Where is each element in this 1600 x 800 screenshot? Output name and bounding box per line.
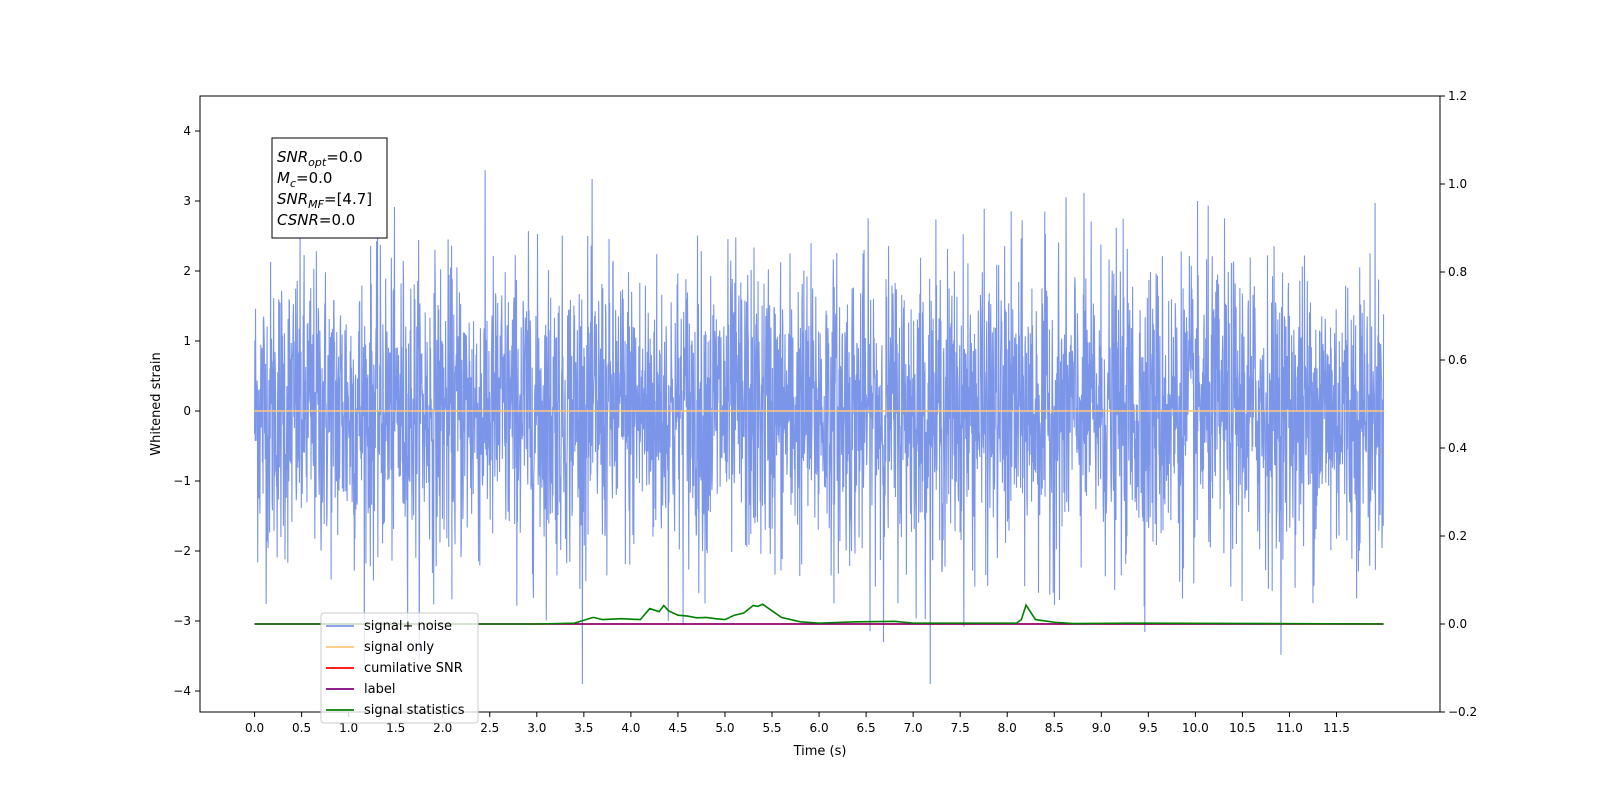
x-tick-label: 11.5 (1323, 721, 1350, 735)
x-tick-label: 10.5 (1229, 721, 1256, 735)
legend: signal+ noise signal only cumilative SNR la… (320, 612, 479, 724)
legend-label: cumilative SNR (364, 661, 463, 676)
y-axis-ticks: 4 3 2 1 0 −1 −2 −3 −4 (173, 124, 200, 698)
x-tick-label: 2.5 (480, 721, 499, 735)
x-tick-label: 0.5 (292, 721, 311, 735)
x-tick-label: 7.0 (904, 721, 923, 735)
y2-tick-label: 0.6 (1448, 353, 1467, 367)
y-tick-label: −1 (173, 474, 191, 488)
y-tick-label: −3 (173, 614, 191, 628)
signal-noise-line (254, 170, 1385, 685)
x-tick-label: 9.0 (1092, 721, 1111, 735)
legend-label: signal statistics (364, 703, 465, 718)
x-tick-label: 4.5 (668, 721, 687, 735)
y2-tick-label: 0.4 (1448, 441, 1467, 455)
x-tick-label: 3.0 (527, 721, 546, 735)
y2-tick-label: 0.0 (1448, 617, 1467, 631)
x-tick-label: 5.5 (762, 721, 781, 735)
legend-label: signal+ noise (364, 619, 452, 634)
x-tick-label: 5.0 (715, 721, 734, 735)
y2-tick-label: 0.2 (1448, 529, 1467, 543)
y-tick-label: −2 (173, 544, 191, 558)
y2-tick-label: 0.8 (1448, 265, 1467, 279)
annotation-line: SNRMF=[4.7] (277, 190, 372, 211)
x-tick-label: 8.0 (998, 721, 1017, 735)
annotation-line: SNRopt=0.0 (277, 148, 363, 169)
y-tick-label: 4 (183, 124, 191, 138)
y-tick-label: 0 (183, 404, 191, 418)
x-tick-label: 9.5 (1139, 721, 1158, 735)
y2-axis-ticks: 1.2 1.0 0.8 0.6 0.4 0.2 0.0 −0.2 (1440, 89, 1477, 719)
signal-noise-series (254, 170, 1385, 685)
annotation-line: CSNR=0.0 (277, 211, 355, 229)
series-line-4 (254, 603, 1384, 625)
y-axis-label: Whitened strain (149, 352, 164, 455)
x-tick-label: 10.0 (1182, 721, 1209, 735)
y2-tick-label: 1.2 (1448, 89, 1467, 103)
x-tick-label: 11.0 (1276, 721, 1303, 735)
x-tick-label: 6.0 (810, 721, 829, 735)
y-tick-label: −4 (173, 684, 191, 698)
legend-label: label (364, 682, 395, 697)
x-tick-label: 3.5 (574, 721, 593, 735)
x-tick-label: 2.0 (433, 721, 452, 735)
y-tick-label: 3 (183, 194, 191, 208)
y-tick-label: 1 (183, 334, 191, 348)
x-tick-label: 4.0 (621, 721, 640, 735)
annotation-frame (271, 137, 388, 239)
annotation-line: Mc=0.0 (277, 169, 332, 190)
y-tick-label: 2 (183, 264, 191, 278)
plot-frame (199, 95, 1441, 713)
x-tick-label: 1.5 (386, 721, 405, 735)
legend-frame (320, 612, 479, 724)
x-tick-label: 6.5 (857, 721, 876, 735)
x-tick-label: 8.5 (1045, 721, 1064, 735)
y2-tick-label: 1.0 (1448, 177, 1467, 191)
legend-label: signal only (364, 640, 434, 655)
x-tick-label: 0.0 (245, 721, 264, 735)
y2-tick-label: −0.2 (1448, 705, 1477, 719)
x-tick-label: 1.0 (339, 721, 358, 735)
x-tick-label: 7.5 (951, 721, 970, 735)
x-axis-label: Time (s) (793, 744, 847, 759)
x-axis-ticks: 0.0 0.5 1.0 1.5 2.0 2.5 3.0 3.5 4.0 4.5 5.0 5.5 6.0 6… (245, 712, 1350, 735)
